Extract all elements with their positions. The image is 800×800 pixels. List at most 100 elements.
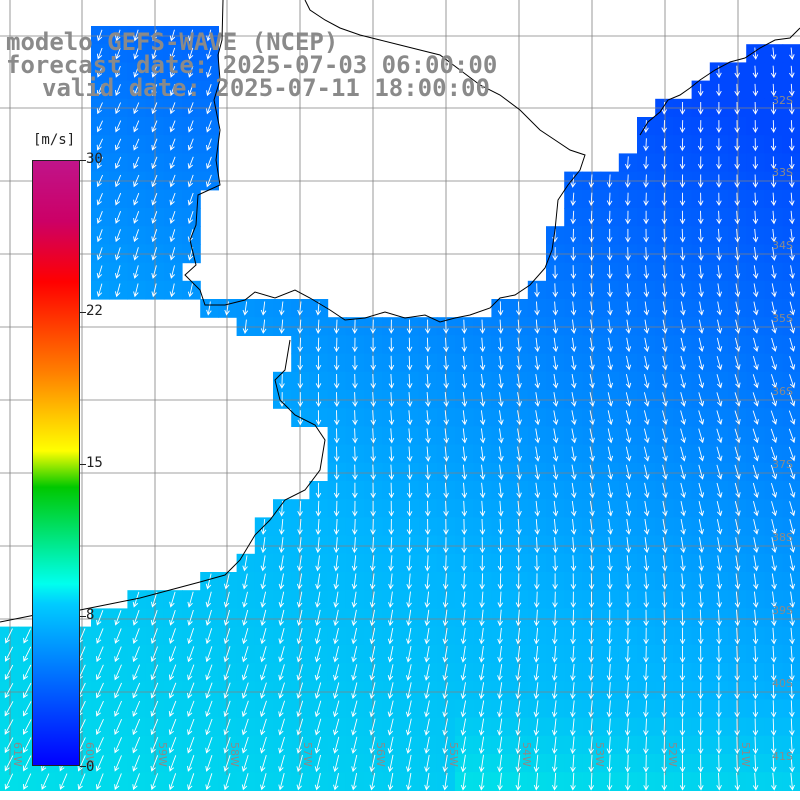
wind-arrow	[370, 464, 377, 481]
wind-arrow	[169, 265, 176, 279]
wind-arrow	[259, 736, 267, 754]
wind-arrow	[752, 718, 759, 736]
wind-arrow	[206, 84, 212, 97]
wind-arrow	[789, 645, 795, 663]
wind-arrow	[461, 537, 467, 554]
wind-arrow	[734, 718, 740, 736]
wind-arrow	[552, 627, 558, 645]
wind-arrow	[698, 355, 705, 371]
wind-arrow	[424, 682, 430, 700]
wind-arrow	[406, 573, 412, 590]
wind-arrow	[96, 66, 103, 78]
wind-arrow	[460, 772, 467, 791]
wind-arrow	[516, 319, 522, 334]
wind-arrow	[406, 410, 413, 426]
wind-arrow	[133, 247, 139, 261]
wind-arrow	[443, 537, 449, 554]
wind-arrow	[460, 736, 467, 755]
wind-arrow	[114, 737, 123, 754]
wind-arrow	[497, 573, 504, 590]
wind-arrow	[278, 664, 285, 681]
model-title: modelo GEFS-WAVE (NCEP)	[6, 28, 339, 56]
wind-arrow	[150, 664, 159, 681]
wind-arrow	[515, 664, 521, 682]
wind-arrow	[151, 247, 158, 261]
wind-arrow	[716, 772, 722, 791]
wind-arrow	[552, 482, 559, 499]
wind-arrow	[607, 591, 613, 608]
wind-arrow	[570, 754, 576, 773]
wind-arrow	[461, 319, 468, 334]
wind-arrow	[314, 682, 322, 700]
wind-arrow	[734, 174, 740, 188]
wind-arrow	[369, 736, 376, 754]
wind-arrow	[662, 319, 668, 334]
wind-arrow	[352, 392, 358, 408]
wind-arrow	[789, 664, 795, 682]
wind-arrow	[551, 645, 558, 663]
wind-arrow	[515, 627, 522, 645]
wind-arrow	[698, 319, 704, 334]
wind-arrow	[716, 102, 722, 115]
latitude-labels: 32S 33S 34S 35S 36S 37S 38S 39S 40S 41S	[772, 94, 793, 763]
wind-arrow	[643, 355, 650, 371]
wind-arrow	[115, 120, 122, 133]
wind-arrow	[643, 718, 649, 736]
wind-arrow	[242, 591, 248, 608]
latitude-label: 36S	[772, 385, 793, 398]
wind-arrow	[114, 156, 122, 169]
wind-arrow	[662, 392, 668, 407]
wind-arrow	[734, 609, 741, 627]
wind-arrow	[77, 773, 86, 790]
wind-arrow	[187, 283, 194, 298]
wind-arrow	[405, 682, 412, 700]
wind-arrow	[643, 519, 650, 535]
wind-arrow	[22, 773, 32, 790]
wind-arrow	[370, 355, 377, 371]
wind-arrow	[661, 645, 667, 663]
wind-arrow	[589, 355, 595, 371]
wind-arrow	[388, 482, 395, 499]
wind-arrow	[552, 301, 559, 316]
wind-arrow	[497, 772, 503, 791]
wind-arrow	[132, 628, 140, 644]
wind-arrow	[716, 83, 722, 97]
wind-arrow	[187, 646, 195, 663]
wind-arrow	[352, 500, 358, 517]
wind-arrow	[351, 537, 358, 554]
wind-arrow	[424, 319, 431, 334]
wind-arrow	[516, 446, 522, 462]
wind-arrow	[661, 265, 668, 280]
wind-arrow	[168, 755, 177, 772]
wind-arrow	[297, 537, 303, 554]
wind-arrow	[406, 337, 413, 353]
wind-arrow	[478, 682, 485, 700]
wind-arrow	[223, 700, 231, 718]
wind-arrow	[352, 428, 358, 444]
wind-arrow	[771, 537, 777, 554]
wind-arrow	[770, 682, 777, 700]
wind-arrow	[96, 610, 104, 626]
wind-arrow	[734, 156, 740, 170]
wind-arrow	[405, 718, 412, 736]
colorbar-tickmark	[80, 616, 86, 617]
wind-arrow	[752, 210, 759, 225]
wind-arrow	[223, 736, 231, 754]
wind-arrow	[169, 591, 176, 608]
wind-arrow	[734, 392, 741, 407]
wind-arrow	[716, 519, 723, 535]
wind-arrow	[625, 228, 631, 243]
wind-arrow	[643, 682, 649, 700]
wind-arrow	[716, 627, 722, 645]
wind-arrow	[96, 174, 104, 188]
latitude-label: 37S	[772, 458, 793, 471]
wind-arrow	[498, 428, 504, 444]
wind-arrow	[352, 410, 358, 426]
wind-arrow	[497, 754, 503, 773]
wind-arrow	[259, 700, 267, 718]
wind-arrow	[498, 500, 504, 517]
wind-arrow	[425, 464, 431, 481]
wind-arrow	[643, 247, 650, 261]
wind-arrow	[132, 718, 141, 736]
wind-arrow	[206, 120, 212, 133]
